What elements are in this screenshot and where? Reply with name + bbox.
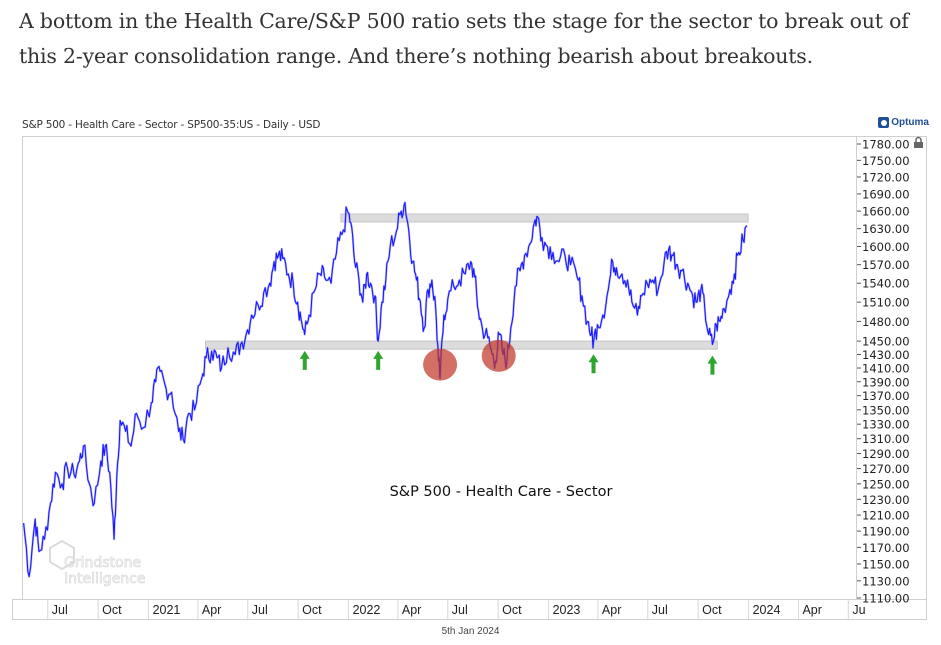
x-tick-label: Apr (602, 603, 621, 617)
x-tick-label: Apr (802, 603, 821, 617)
y-tick-label: 1130.00 (862, 574, 910, 588)
y-tick-label: 1750.00 (862, 154, 910, 168)
chart-title: S&P 500 - Health Care - Sector - SP500-3… (22, 119, 321, 131)
lock-icon[interactable] (912, 136, 925, 149)
y-tick-label: 1150.00 (862, 557, 910, 571)
series-line-main (23, 201, 748, 578)
y-tick-label: 1290.00 (862, 447, 910, 461)
x-tick-label: Oct (102, 603, 122, 617)
resistance-band (340, 213, 749, 223)
time-axis-frame (12, 599, 927, 620)
y-tick-label: 1510.00 (862, 296, 910, 310)
watermark-hex-icon (49, 539, 75, 571)
x-tick-label: Oct (702, 603, 722, 617)
y-tick-label: 1570.00 (862, 258, 910, 272)
y-tick-label: 1330.00 (862, 418, 910, 432)
optuma-brand: Optuma (878, 117, 929, 128)
x-tick-label: 2022 (353, 603, 381, 617)
y-tick-label: 1410.00 (862, 362, 910, 376)
y-tick-label: 1270.00 (862, 462, 910, 476)
x-tick-label: Apr (402, 603, 421, 617)
y-tick-label: 1450.00 (862, 335, 910, 349)
y-tick-label: 1430.00 (862, 348, 910, 362)
optuma-logo-icon (878, 117, 890, 128)
support-band (205, 340, 718, 350)
x-tick-label: Jul (252, 603, 268, 617)
y-tick-label: 1630.00 (862, 222, 910, 236)
y-tick-label: 1110.00 (862, 592, 910, 606)
breakdown-circle-marker (481, 339, 516, 372)
watermark: Grindstone Intelligence (49, 539, 146, 587)
brand-label: Optuma (891, 117, 929, 128)
arrow-up-icon (299, 350, 310, 370)
x-tick-label: Oct (302, 603, 322, 617)
x-tick-label: Jul (452, 603, 468, 617)
x-tick-label: 2024 (753, 603, 781, 617)
date-stamp: 5th Jan 2024 (441, 626, 500, 637)
breakdown-circle-marker (423, 348, 458, 381)
y-tick-label: 1210.00 (862, 509, 910, 523)
y-tick-label: 1190.00 (862, 525, 910, 539)
x-tick-label: Apr (202, 603, 221, 617)
y-tick-label: 1720.00 (862, 170, 910, 184)
y-tick-label: 1170.00 (862, 541, 910, 555)
chart-annotation: S&P 500 - Health Care - Sector (390, 484, 613, 500)
arrow-up-icon (373, 350, 384, 370)
x-tick-label: 2021 (153, 603, 181, 617)
y-tick-label: 1370.00 (862, 389, 910, 403)
y-tick-label: 1780.00 (862, 138, 910, 152)
x-tick-label: 2023 (553, 603, 581, 617)
x-tick-label: Ju (852, 603, 865, 617)
y-tick-label: 1480.00 (862, 315, 910, 329)
x-tick-label: Jul (652, 603, 668, 617)
y-tick-label: 1600.00 (862, 240, 910, 254)
y-tick-label: 1250.00 (862, 477, 910, 491)
arrow-up-icon (707, 355, 718, 375)
y-tick-label: 1350.00 (862, 403, 910, 417)
y-tick-label: 1540.00 (862, 277, 910, 291)
x-tick-label: Jul (52, 603, 68, 617)
y-tick-label: 1310.00 (862, 432, 910, 446)
series-line (22, 201, 748, 578)
arrow-up-icon (588, 354, 599, 374)
watermark-line1: Grindstone (64, 555, 141, 571)
watermark-line2: Intelligence (64, 571, 145, 587)
article-caption: A bottom in the Health Care/S&P 500 rati… (19, 9, 909, 68)
y-tick-label: 1390.00 (862, 375, 910, 389)
y-tick-label: 1660.00 (862, 205, 910, 219)
y-tick-label: 1690.00 (862, 187, 910, 201)
x-tick-label: Oct (502, 603, 522, 617)
y-tick-label: 1230.00 (862, 493, 910, 507)
